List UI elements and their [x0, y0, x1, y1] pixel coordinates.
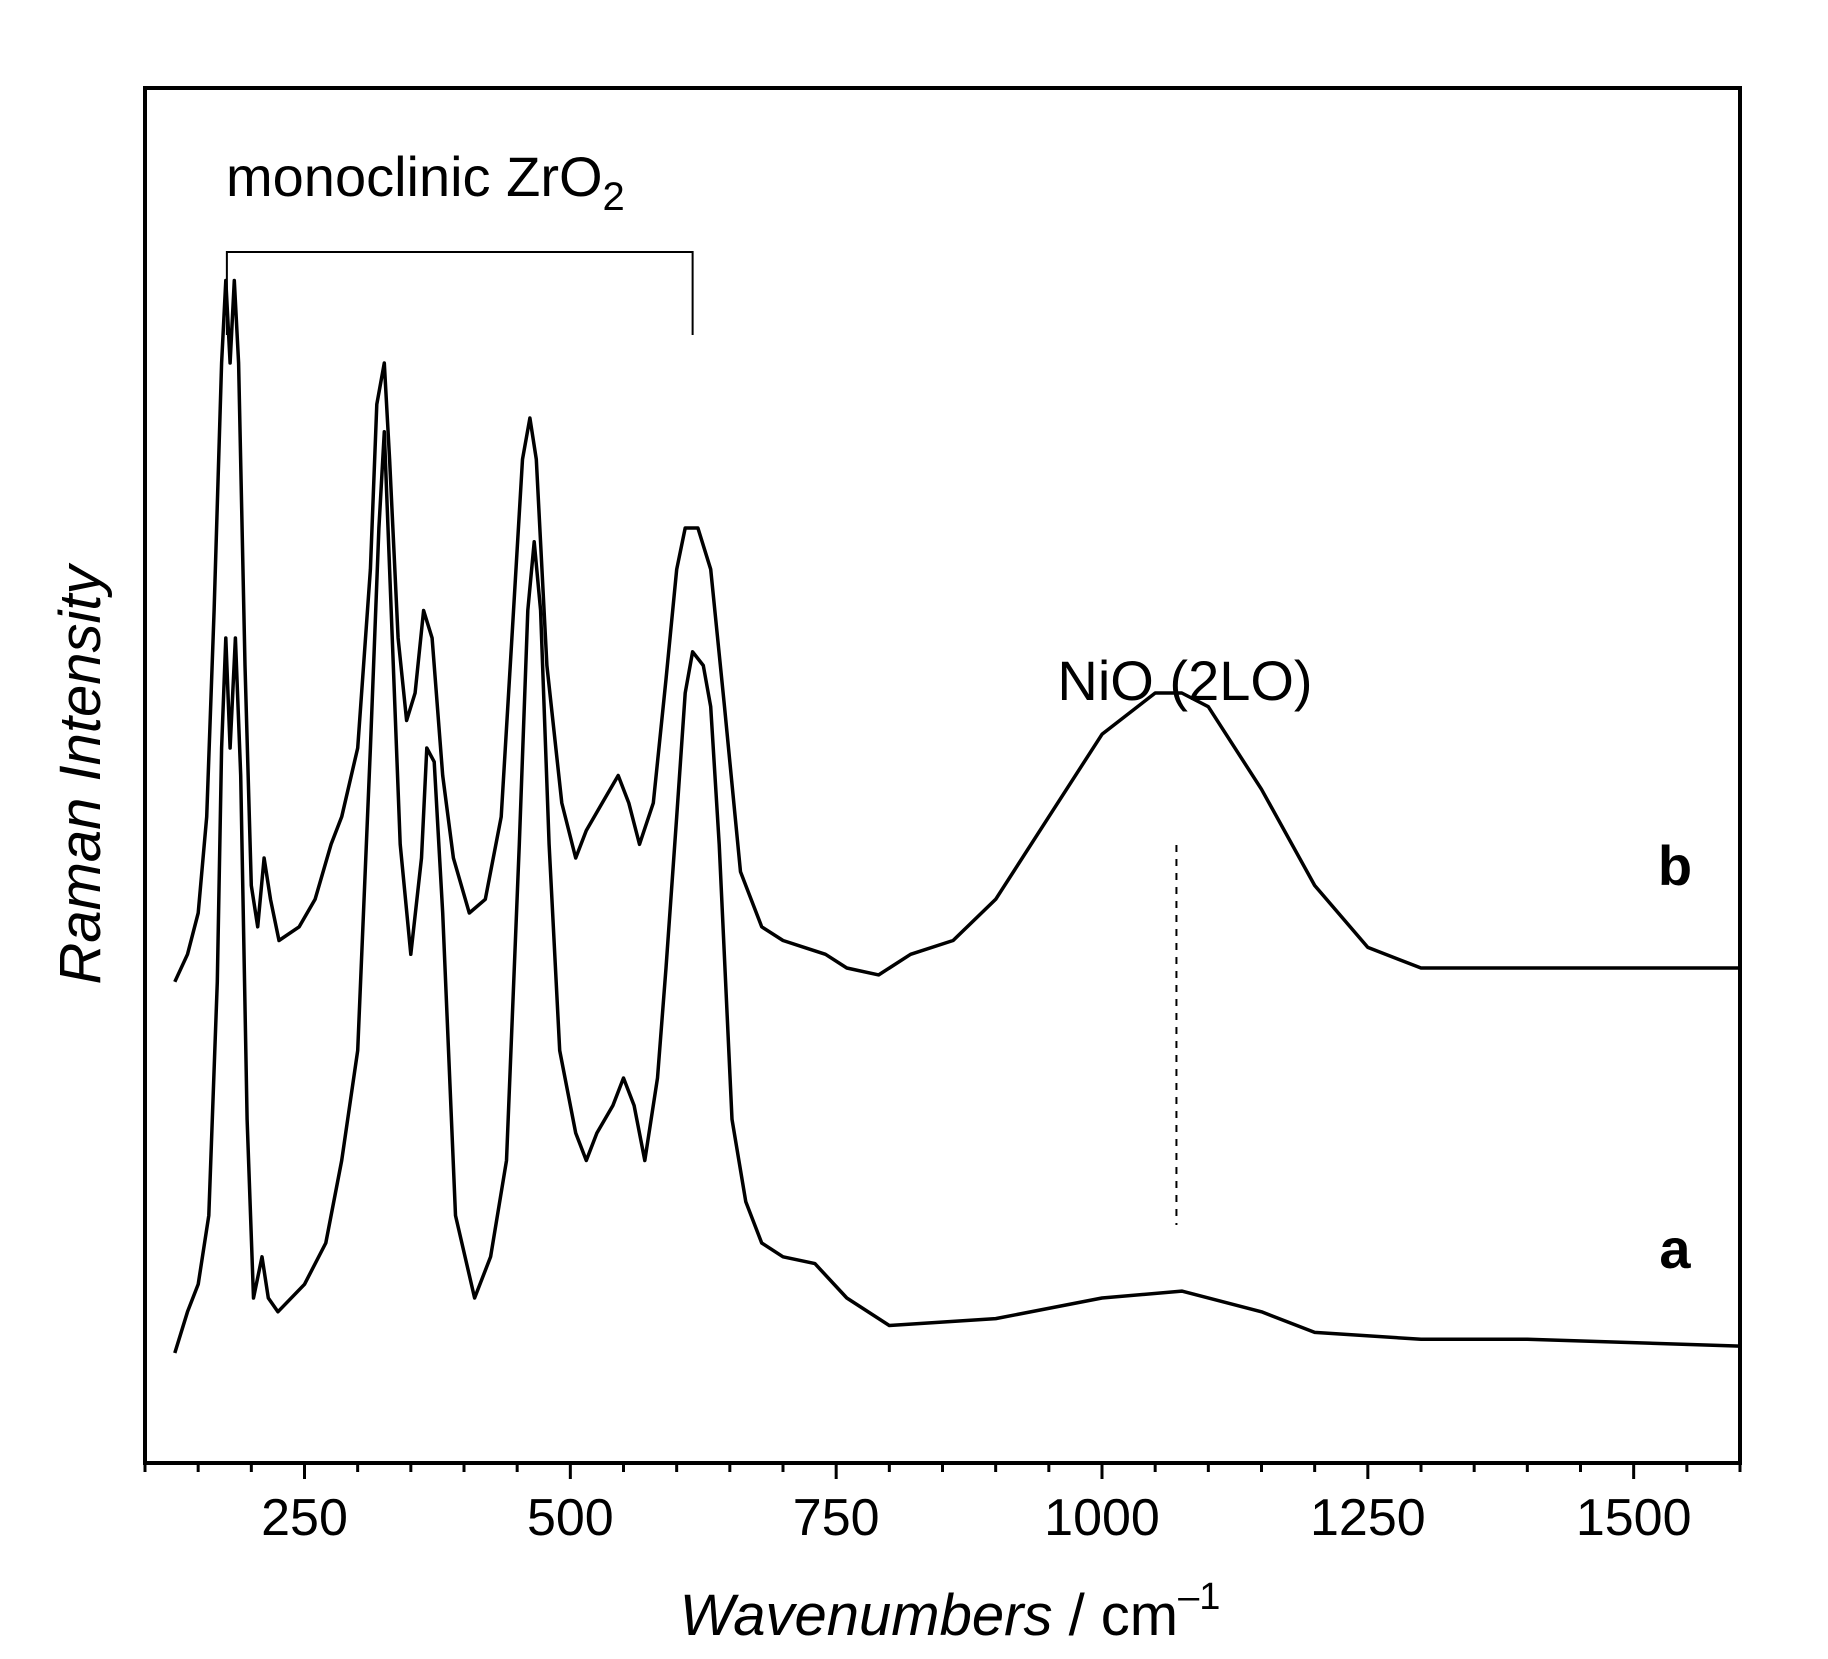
x-axis-label: Wavenumbers / cm–1 — [680, 1576, 1221, 1648]
x-axis-ticks: 250 500 750 1000 1250 1500 — [143, 1463, 1742, 1547]
x-axis-label-main: Wavenumbers — [680, 1583, 1053, 1648]
x-tick-label: 500 — [527, 1489, 614, 1547]
plot-frame — [143, 86, 1742, 1465]
series-line-b — [173, 278, 1740, 983]
monoclinic-zro2-label: monoclinic ZrO2 — [226, 145, 625, 219]
monoclinic-zro2-label-main: monoclinic ZrO — [226, 145, 603, 208]
x-tick-label: 250 — [261, 1489, 348, 1547]
spectrum-series — [173, 278, 1741, 1354]
annotations — [225, 251, 1178, 1225]
x-tick-label: 1250 — [1310, 1489, 1426, 1547]
x-tick-label: 750 — [793, 1489, 880, 1547]
series-label-b: b — [1658, 834, 1692, 897]
nio-2lo-label: NiO (2LO) — [1057, 649, 1312, 712]
y-axis-label: Raman Intensity — [48, 562, 113, 984]
series-line-a — [173, 430, 1741, 1354]
x-tick-label: 1000 — [1044, 1489, 1160, 1547]
x-tick-label: 1500 — [1576, 1489, 1692, 1547]
series-label-a: a — [1659, 1217, 1691, 1280]
x-axis-label-unit: / cm — [1052, 1583, 1178, 1648]
monoclinic-bracket — [225, 251, 694, 335]
x-axis-label-superscript: –1 — [1178, 1576, 1220, 1618]
monoclinic-zro2-subscript: 2 — [603, 175, 625, 219]
